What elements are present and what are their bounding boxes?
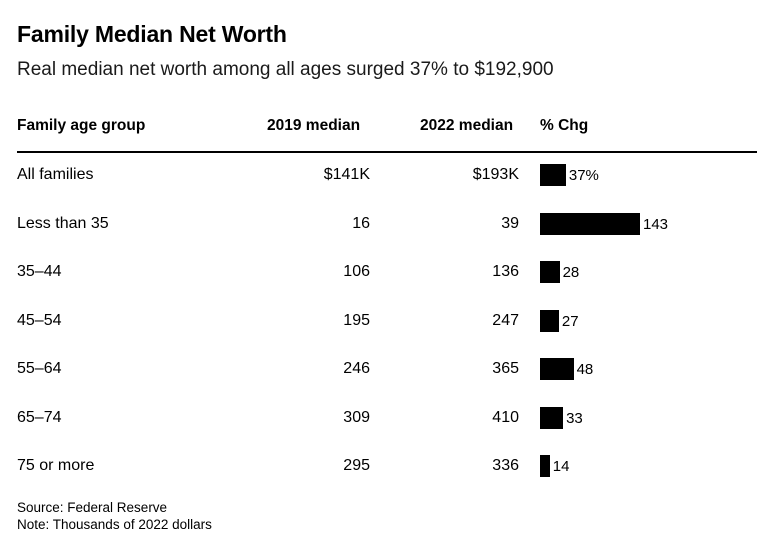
- units-note: Note: Thousands of 2022 dollars: [17, 517, 212, 532]
- table-row: 65–74 309 410 33: [0, 406, 780, 448]
- row-2022-value: 247: [492, 311, 519, 329]
- table-row: 75 or more 295 336 14: [0, 455, 780, 496]
- row-2022-value: 410: [492, 408, 519, 426]
- pct-chg-bar: [540, 212, 640, 235]
- pct-chg-label: 33: [566, 409, 583, 427]
- header-pct-chg: % Chg: [540, 117, 589, 134]
- row-group-label: 45–54: [17, 311, 62, 329]
- pct-chg-bar: [540, 261, 560, 283]
- pct-chg-label: 27: [561, 312, 579, 330]
- pct-chg-label: 37%: [568, 167, 599, 184]
- table-row: 45–54 195 247 27: [0, 309, 780, 351]
- source-note: Source: Federal Reserve: [17, 500, 168, 515]
- row-2022-value: 136: [492, 263, 519, 280]
- header-group: Family age group: [17, 117, 146, 134]
- row-2019-value: 246: [343, 360, 370, 377]
- table-row: Less than 35 16 39 143: [0, 212, 780, 254]
- row-group-label: All families: [17, 166, 94, 183]
- row-group-label: 65–74: [17, 408, 62, 426]
- pct-chg-bar: [540, 164, 566, 186]
- pct-chg-label: 28: [562, 264, 580, 281]
- row-group-label: Less than 35: [17, 214, 109, 232]
- header-rule: [17, 151, 757, 153]
- row-group-label: 75 or more: [17, 457, 95, 474]
- chart-title: Family Median Net Worth: [17, 21, 287, 47]
- row-2019-value: 16: [352, 214, 370, 232]
- pct-chg-bar: [540, 406, 564, 429]
- table-row: All families $141K $193K 37%: [0, 164, 780, 205]
- header-2019-median: 2019 median: [267, 117, 361, 134]
- row-2019-value: $141K: [323, 166, 370, 183]
- row-2022-value: 39: [501, 214, 519, 232]
- row-2019-value: 106: [343, 263, 370, 280]
- pct-chg-bar: [540, 309, 559, 332]
- chart-subtitle: Real median net worth among all ages sur…: [17, 59, 554, 80]
- row-group-label: 35–44: [17, 263, 62, 280]
- row-2019-value: 309: [343, 408, 370, 426]
- row-2022-value: 336: [492, 457, 519, 474]
- pct-chg-bar: [540, 455, 550, 477]
- table-row: 55–64 246 365 48: [0, 358, 780, 399]
- pct-chg-label: 143: [643, 215, 669, 233]
- row-group-label: 55–64: [17, 360, 62, 377]
- row-2019-value: 195: [343, 311, 370, 329]
- table-row: 35–44 106 136 28: [0, 261, 780, 302]
- row-2022-value: 365: [492, 360, 519, 377]
- row-2019-value: 295: [343, 457, 370, 474]
- pct-chg-label: 48: [576, 361, 594, 378]
- pct-chg-bar: [540, 358, 574, 380]
- row-2022-value: $193K: [472, 166, 519, 183]
- pct-chg-label: 14: [552, 458, 570, 475]
- header-2022-median: 2022 median: [420, 117, 514, 134]
